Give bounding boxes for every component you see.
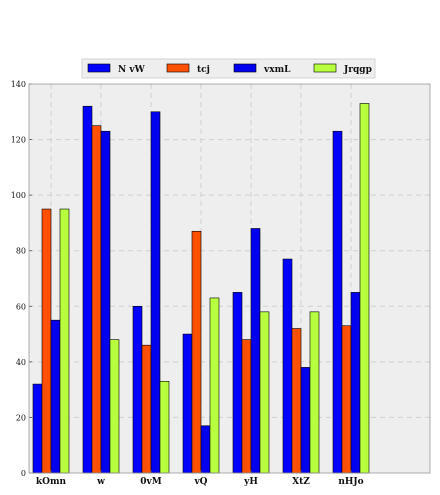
bar-jrqgp-w bbox=[109, 339, 120, 474]
bar-vxml-vq bbox=[200, 425, 211, 474]
legend-label: vxmL bbox=[263, 65, 291, 75]
legend-swatch bbox=[313, 63, 337, 73]
legend-swatch bbox=[233, 63, 257, 73]
bar-n-vw-yh bbox=[232, 292, 243, 474]
bar-jrqgp-vq bbox=[209, 297, 220, 474]
bars-group bbox=[32, 103, 370, 474]
legend-label: Jrqgp bbox=[343, 65, 372, 75]
bar-n-vw-nhjo bbox=[332, 130, 343, 474]
x-tick-label: w bbox=[96, 477, 105, 487]
legend-label: N vW bbox=[118, 65, 146, 75]
bar-vxml-w bbox=[100, 130, 111, 474]
y-tick-label: 0 bbox=[21, 469, 26, 478]
bar-tcj-komn bbox=[41, 208, 52, 474]
y-tick-label: 40 bbox=[16, 358, 26, 367]
x-tick-label: vQ bbox=[193, 477, 207, 487]
bar-tcj-vq bbox=[191, 230, 202, 474]
legend-label: tcj bbox=[197, 65, 210, 75]
bar-vxml-0vm bbox=[150, 111, 161, 474]
bar-vxml-nhjo bbox=[350, 292, 361, 474]
bar-vxml-yh bbox=[250, 228, 261, 474]
bar-vxml-xtz bbox=[300, 367, 311, 474]
bar-tcj-0vm bbox=[141, 344, 152, 474]
legend-swatch bbox=[87, 63, 111, 73]
x-axis: kOmn w 0vM vQ yH XtZ nHJo bbox=[36, 470, 364, 487]
bar-jrqgp-yh bbox=[259, 311, 270, 474]
bar-jrqgp-komn bbox=[59, 208, 70, 474]
y-tick-label: 140 bbox=[11, 80, 26, 89]
bar-tcj-yh bbox=[241, 339, 252, 474]
legend-swatch bbox=[166, 63, 190, 73]
bar-n-vw-w bbox=[82, 105, 93, 474]
x-tick-label: nHJo bbox=[338, 477, 363, 487]
bar-tcj-w bbox=[91, 125, 102, 474]
y-tick-label: 20 bbox=[16, 413, 26, 422]
bar-n-vw-0vm bbox=[132, 305, 143, 474]
bar-tcj-nhjo bbox=[341, 325, 352, 474]
x-tick-label: 0vM bbox=[140, 477, 161, 487]
y-tick-label: 100 bbox=[11, 191, 26, 200]
bar-vxml-komn bbox=[50, 319, 61, 474]
x-tick-label: yH bbox=[243, 477, 258, 487]
y-tick-label: 120 bbox=[11, 136, 26, 145]
x-tick-label: XtZ bbox=[292, 477, 310, 487]
bar-n-vw-xtz bbox=[282, 258, 293, 474]
plot-frame bbox=[28, 83, 431, 474]
bar-n-vw-vq bbox=[182, 333, 193, 474]
bar-jrqgp-0vm bbox=[159, 381, 170, 474]
y-tick-label: 80 bbox=[16, 247, 26, 256]
x-tick-label: kOmn bbox=[36, 477, 67, 487]
bar-jrqgp-nhjo bbox=[359, 103, 370, 474]
bar-n-vw-komn bbox=[32, 383, 43, 474]
y-tick-label: 60 bbox=[16, 302, 26, 311]
legend-box bbox=[81, 58, 376, 79]
bar-tcj-xtz bbox=[291, 328, 302, 474]
legend: N vW tcj vxmL Jrqgp bbox=[81, 58, 376, 79]
bar-jrqgp-xtz bbox=[309, 311, 320, 474]
